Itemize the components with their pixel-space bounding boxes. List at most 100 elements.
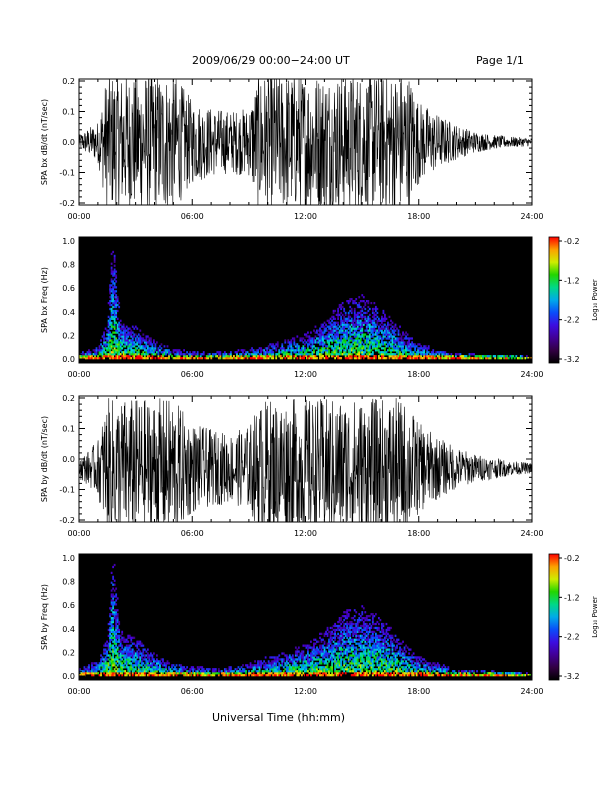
spectrogram-cell xyxy=(385,630,388,634)
spectrogram-cell xyxy=(355,638,358,641)
spectrogram-cell xyxy=(334,353,336,356)
spectrogram-cell xyxy=(272,660,275,663)
spectrogram-cell xyxy=(115,650,118,653)
spectrogram-cell xyxy=(338,325,341,328)
spectrogram-cell xyxy=(267,351,270,354)
spectrogram-cell xyxy=(285,355,288,358)
spectrogram-cell xyxy=(365,672,368,675)
spectrogram-cell xyxy=(175,351,178,354)
spectrogram-cell xyxy=(317,656,320,659)
spectrogram-cell xyxy=(387,656,389,659)
spectrogram-cell xyxy=(426,664,429,667)
spectrogram-cell xyxy=(320,355,323,358)
spectrogram-cell xyxy=(326,353,329,356)
spectrogram-cell xyxy=(288,654,291,657)
spectrogram-cell xyxy=(101,351,104,354)
spectrogram-cell xyxy=(355,650,358,653)
spectrogram-cell xyxy=(98,666,101,669)
spectrogram-cell xyxy=(202,674,205,677)
spectrogram-cell xyxy=(149,349,152,352)
spectrogram-cell xyxy=(243,670,246,673)
spectrogram-cell xyxy=(432,666,435,669)
spectrogram-cell xyxy=(349,620,352,624)
spectrogram-cell xyxy=(408,347,410,350)
spectrogram-cell xyxy=(270,666,273,669)
spectrogram-cell xyxy=(385,670,388,673)
spectrogram-cell xyxy=(116,628,119,632)
spectrogram-cell xyxy=(340,307,343,311)
spectrogram-cell xyxy=(408,337,410,340)
spectrogram-cell xyxy=(374,658,377,661)
spectrogram-cell xyxy=(226,674,229,677)
spectrogram-cell xyxy=(305,357,308,360)
spectrogram-cell xyxy=(521,355,524,358)
spectrogram-cell xyxy=(294,662,297,665)
spectrogram-cell xyxy=(402,650,404,653)
spectrogram-cell xyxy=(263,666,266,669)
spectrogram-cell xyxy=(89,351,92,354)
spectrogram-cell xyxy=(334,335,336,338)
spectrogram-cell xyxy=(162,670,164,673)
spectrogram-cell xyxy=(154,664,157,667)
spectrogram-cell xyxy=(296,652,299,655)
spectrogram-cell xyxy=(320,357,323,360)
spectrogram-cell xyxy=(331,335,333,338)
spectrogram-cell xyxy=(408,341,410,344)
spectrogram-cell xyxy=(379,642,382,645)
spectrogram-cell xyxy=(193,672,196,675)
spectrogram-cell xyxy=(308,662,311,665)
spectrogram-cell xyxy=(110,280,113,283)
spectrogram-cell xyxy=(322,638,324,641)
spectrogram-cell xyxy=(316,646,318,649)
spectrogram-cell xyxy=(317,652,320,655)
spectrogram-cell xyxy=(311,658,314,661)
spectrogram-cell xyxy=(119,339,122,342)
spectrogram-cell xyxy=(400,674,403,677)
spectrogram-cell xyxy=(323,335,326,338)
spectrogram-cell xyxy=(165,662,167,665)
spectrogram-cell xyxy=(104,674,107,677)
spectrogram-cell xyxy=(290,668,293,671)
spectrogram-cell xyxy=(344,648,347,651)
spectrogram-cell xyxy=(361,325,364,328)
spectrogram-cell xyxy=(368,351,371,354)
spectrogram-cell xyxy=(320,670,323,673)
spectrogram-cell xyxy=(317,648,320,651)
spectrogram-cell xyxy=(219,355,222,358)
spectrogram-cell xyxy=(106,674,108,677)
spectrogram-cell xyxy=(154,674,157,677)
spectrogram-cell xyxy=(230,351,232,354)
spectrogram-cell xyxy=(325,674,327,677)
spectrogram-cell xyxy=(349,325,352,328)
spectrogram-cell xyxy=(228,668,231,671)
spectrogram-cell xyxy=(350,329,353,332)
spectrogram-cell xyxy=(326,325,329,328)
spectrogram-cell xyxy=(113,317,116,320)
spectrogram-cell xyxy=(426,357,429,360)
spectrogram-cell xyxy=(136,646,139,649)
spectrogram-cell xyxy=(225,670,228,673)
spectrogram-cell xyxy=(387,329,389,332)
spectrogram-cell xyxy=(145,353,148,356)
spectrogram-cell xyxy=(307,646,309,649)
spectrogram-cell xyxy=(281,664,284,667)
spectrogram-cell xyxy=(415,355,418,358)
spectrogram-cell xyxy=(142,337,145,340)
spectrogram-cell xyxy=(385,622,388,626)
spectrogram-cell xyxy=(376,329,379,332)
spectrogram-cell xyxy=(374,333,377,336)
spectrogram-cell xyxy=(325,660,327,663)
spectrogram-cell xyxy=(323,650,326,653)
spectrogram-cell xyxy=(116,668,119,671)
spectrogram-cell xyxy=(127,640,130,643)
spectrogram-cell xyxy=(148,337,151,340)
spectrogram-cell xyxy=(335,349,338,352)
spectrogram-cell xyxy=(331,636,333,639)
spectrogram-cell xyxy=(320,353,323,356)
spectrogram-cell xyxy=(113,611,116,614)
spectrogram-cell xyxy=(525,357,528,360)
spectrogram-cell xyxy=(287,355,290,358)
spectrogram-cell xyxy=(136,656,139,659)
spectrogram-cell xyxy=(403,654,406,657)
spectrogram-cell xyxy=(172,357,175,360)
